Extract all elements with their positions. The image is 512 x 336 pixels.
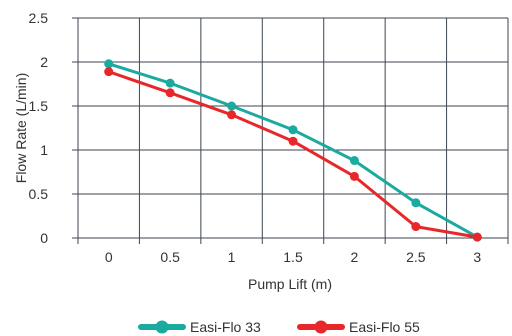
y-tick-label: 1.5 <box>29 98 49 114</box>
data-point <box>411 222 421 232</box>
y-tick-label: 2.5 <box>29 10 49 26</box>
x-tick-label: 2 <box>351 249 359 265</box>
data-point <box>411 198 421 208</box>
data-point <box>472 232 482 242</box>
x-tick-label: 3 <box>473 249 481 265</box>
data-point <box>227 110 237 120</box>
x-tick-label: 2.5 <box>406 249 426 265</box>
legend-label: Easi-Flo 33 <box>190 319 261 335</box>
x-tick-label: 0 <box>105 249 113 265</box>
x-tick-label: 0.5 <box>160 249 180 265</box>
legend-swatch-marker <box>155 320 169 334</box>
legend: Easi-Flo 33 Easi-Flo 55 <box>138 319 420 335</box>
legend-swatch-marker <box>314 320 328 334</box>
x-axis-title: Pump Lift (m) <box>248 276 332 292</box>
data-point <box>349 171 359 181</box>
data-point <box>165 78 175 88</box>
y-axis-ticks: 0 0.5 1 1.5 2 2.5 <box>29 10 49 246</box>
grid-lines <box>72 17 509 244</box>
y-tick-label: 1 <box>40 142 48 158</box>
data-point <box>104 67 114 77</box>
data-point <box>104 59 114 69</box>
series-layer <box>104 59 482 242</box>
series-line-2 <box>108 70 478 239</box>
data-point <box>288 136 298 146</box>
data-point <box>288 125 298 135</box>
x-tick-label: 1 <box>228 249 236 265</box>
data-point <box>349 156 359 166</box>
y-tick-label: 0.5 <box>29 186 49 202</box>
data-point <box>165 88 175 98</box>
x-tick-label: 1.5 <box>283 249 303 265</box>
legend-label: Easi-Flo 55 <box>349 319 420 335</box>
x-axis-ticks: 0 0.5 1 1.5 2 2.5 3 <box>105 249 482 265</box>
y-tick-label: 2 <box>40 54 48 70</box>
y-tick-label: 0 <box>40 230 48 246</box>
y-axis-title: Flow Rate (L/min) <box>13 73 29 183</box>
data-point <box>227 101 237 111</box>
